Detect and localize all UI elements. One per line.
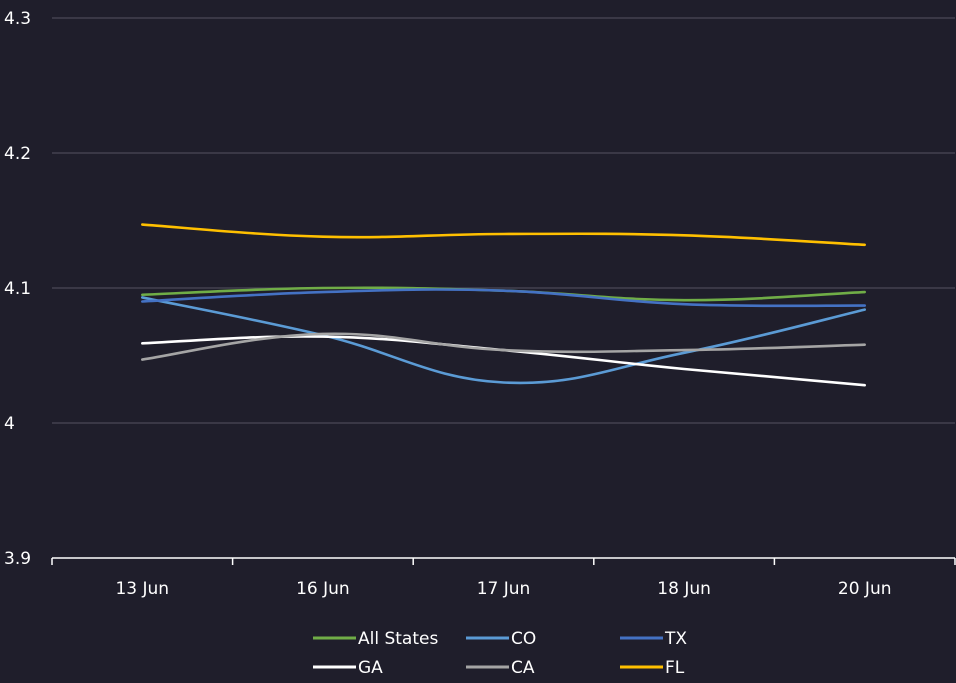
- legend-label-fl: FL: [665, 658, 685, 678]
- series-line-ca: [141, 332, 866, 361]
- x-tick-label: 17 Jun: [477, 579, 531, 599]
- y-tick-label: 4: [4, 414, 15, 434]
- y-tick-label: 4.3: [4, 9, 31, 29]
- series-lines: [141, 223, 866, 387]
- x-axis: [51, 557, 956, 565]
- x-tick-label: 20 Jun: [838, 579, 892, 599]
- x-tick-label: 13 Jun: [115, 579, 169, 599]
- x-tick-label: 18 Jun: [657, 579, 711, 599]
- legend-label-tx: TX: [664, 629, 687, 649]
- y-tick-label: 3.9: [4, 549, 31, 569]
- legend-label-co: CO: [511, 629, 536, 649]
- x-axis-tick-labels: 13 Jun 16 Jun 17 Jun 18 Jun 20 Jun: [115, 579, 891, 599]
- series-line-tx: [141, 288, 866, 308]
- legend-label-ga: GA: [358, 658, 383, 678]
- legend: All States CO TX GA CA FL: [313, 629, 687, 678]
- gridlines: [52, 17, 955, 424]
- series-line-fl: [141, 223, 866, 247]
- series-line-co: [141, 296, 866, 385]
- y-tick-label: 4.1: [4, 279, 31, 299]
- x-tick-label: 16 Jun: [296, 579, 350, 599]
- legend-label-all-states: All States: [358, 629, 438, 649]
- series-line-ga: [141, 335, 866, 387]
- y-axis-tick-labels: 3.9 4 4.1 4.2 4.3: [4, 9, 31, 569]
- y-tick-label: 4.2: [4, 144, 31, 164]
- legend-label-ca: CA: [511, 658, 535, 678]
